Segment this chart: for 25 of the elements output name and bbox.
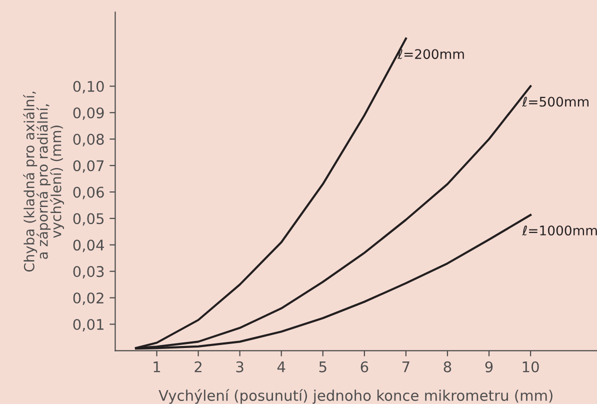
- x-tick-label: 3: [236, 361, 244, 372]
- series-label: ℓ=1000mm: [522, 226, 597, 236]
- y-tick-label: 0,06: [73, 186, 104, 200]
- y-axis-title: Chyba (kladná pro axiální, a záporná pro radiální, vychýlení) (mm): [23, 92, 64, 272]
- y-tick-label: 0,04: [73, 240, 104, 252]
- series-label: ℓ=500mm: [522, 96, 588, 107]
- x-tick-label: 8: [444, 361, 452, 372]
- x-tick-label: 1: [154, 362, 160, 372]
- y-tick-label: 0,05: [73, 213, 104, 226]
- y-tick-label: 0,02: [73, 292, 104, 306]
- series-label: ℓ=200mm: [397, 49, 464, 60]
- y-tick-label: 0,07: [73, 160, 104, 173]
- x-tick-label: 7: [402, 362, 410, 372]
- x-tick-label: 6: [360, 361, 368, 372]
- y-tick-label: 0,08: [73, 134, 104, 146]
- x-tick-label: 5: [319, 362, 326, 372]
- x-tick-label: 2: [194, 361, 202, 372]
- x-tick-label: 10: [522, 361, 539, 372]
- y-tick-label: 0,10: [73, 80, 104, 94]
- x-tick-label: 4: [277, 362, 286, 372]
- y-tick-label: 0,03: [73, 266, 104, 279]
- x-axis-title: Vychýlení (posunutí) jednoho konce mikrometru (mm): [158, 389, 552, 404]
- y-tick-label: 0,01: [73, 318, 104, 332]
- y-tick-label: 0,09: [73, 107, 104, 120]
- x-tick-label: 9: [485, 361, 493, 372]
